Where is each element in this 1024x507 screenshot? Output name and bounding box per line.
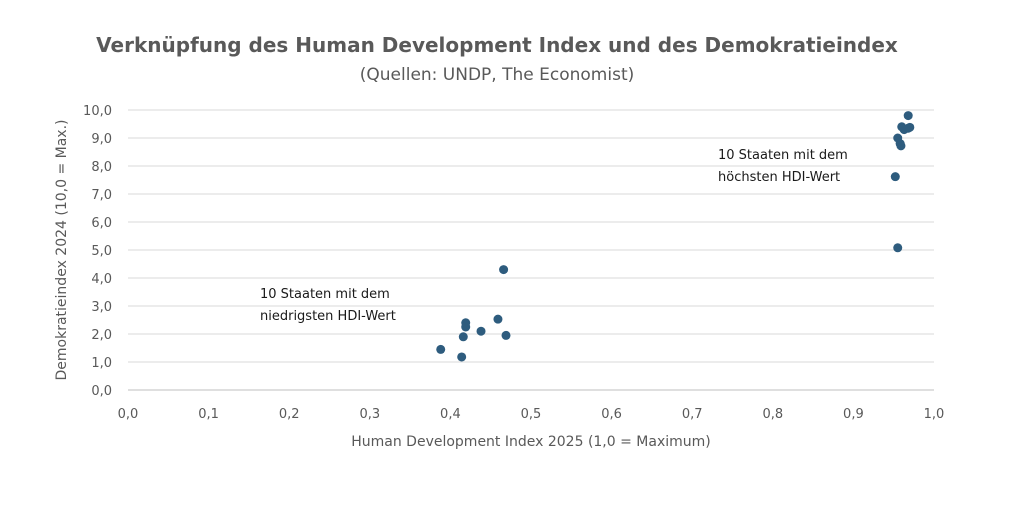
x-axis-ticks: 0,0 0,1 0,2 0,3 0,4 0,5 0,6 0,7 0,8 0,9 1,0: [118, 407, 945, 422]
y-tick-label: 2,0: [91, 328, 112, 343]
data-point: [499, 265, 509, 275]
x-tick-label: 0,6: [601, 407, 622, 422]
x-tick-label: 0,8: [762, 407, 783, 422]
x-tick-label: 0,0: [118, 407, 139, 422]
x-tick-label: 0,4: [440, 407, 461, 422]
data-point: [461, 318, 471, 328]
data-point: [501, 330, 511, 340]
annotation-label: 10 Staaten mit dem niedrigsten HDI-Wert: [260, 287, 396, 324]
data-point: [436, 344, 446, 354]
chart-subtitle: (Quellen: UNDP, The Economist): [360, 65, 635, 85]
x-tick-label: 0,2: [279, 407, 300, 422]
y-tick-label: 9,0: [91, 132, 112, 147]
x-tick-label: 0,1: [198, 407, 219, 422]
data-point: [905, 122, 915, 132]
chart-title: Verknüpfung des Human Development Index …: [96, 33, 898, 57]
y-tick-label: 6,0: [91, 216, 112, 231]
data-point: [890, 172, 900, 182]
data-points: [436, 111, 915, 362]
x-tick-label: 1,0: [924, 407, 945, 422]
data-point: [493, 314, 503, 324]
y-axis-ticks: 0,0 1,0 2,0 3,0 4,0 5,0 6,0 7,0 8,0 9,0 10,0: [83, 104, 112, 399]
x-tick-label: 0,7: [682, 407, 703, 422]
data-point: [903, 111, 913, 121]
x-tick-label: 0,5: [521, 407, 542, 422]
y-tick-label: 7,0: [91, 188, 112, 203]
y-tick-label: 10,0: [83, 104, 112, 119]
y-axis-label: Demokratieindex 2024 (10,0 = Max.): [54, 120, 70, 381]
y-tick-label: 3,0: [91, 300, 112, 315]
annotations: 10 Staaten mit dem niedrigsten HDI-Wert 10…: [260, 148, 848, 324]
gridlines: [128, 109, 934, 391]
y-tick-label: 0,0: [91, 384, 112, 399]
data-point: [893, 243, 903, 253]
x-tick-label: 0,3: [359, 407, 380, 422]
y-tick-label: 8,0: [91, 160, 112, 175]
data-point: [476, 326, 486, 336]
x-axis-label: Human Development Index 2025 (1,0 = Maxi…: [351, 434, 711, 450]
y-tick-label: 1,0: [91, 356, 112, 371]
annotation-label: 10 Staaten mit dem höchsten HDI-Wert: [718, 148, 848, 185]
data-point: [458, 332, 468, 342]
x-tick-label: 0,9: [843, 407, 864, 422]
data-point: [896, 141, 906, 151]
y-tick-label: 4,0: [91, 272, 112, 287]
data-point: [457, 352, 467, 362]
y-tick-label: 5,0: [91, 244, 112, 259]
